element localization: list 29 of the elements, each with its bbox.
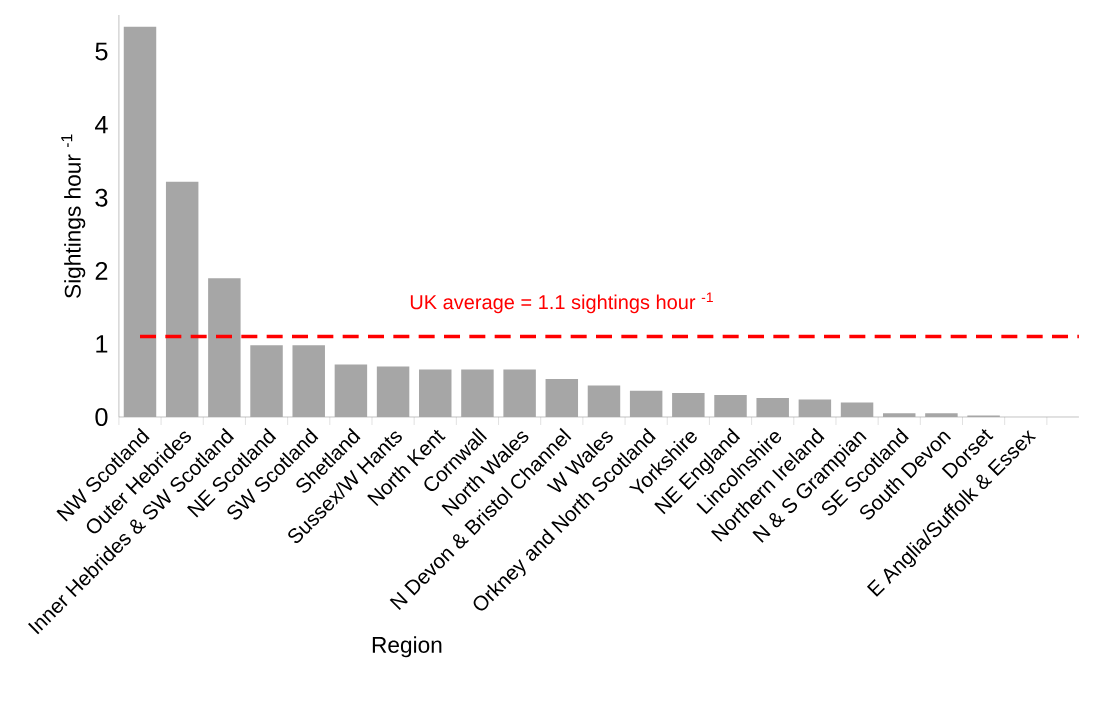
- bar: [123, 26, 157, 417]
- bar: [250, 345, 283, 417]
- y-tick-label: 0: [95, 408, 108, 426]
- bar: [882, 413, 916, 417]
- y-tick-label: 3: [95, 188, 108, 207]
- bar: [545, 378, 579, 417]
- bar: [840, 402, 874, 417]
- bar: [376, 366, 410, 417]
- bar: [756, 398, 789, 417]
- bar: [334, 364, 368, 417]
- ref-line-label: UK average = 1.1 sightings hour $^{-1}$: [410, 292, 713, 314]
- bar: [419, 369, 452, 417]
- y-tick-label: 5: [95, 42, 108, 61]
- bar: [587, 385, 621, 417]
- bar: [208, 278, 241, 417]
- y-tick-label: 1: [96, 335, 108, 353]
- y-tick-label: 2: [95, 261, 108, 280]
- bar: [165, 181, 199, 417]
- bar: [798, 399, 832, 417]
- bar: [925, 413, 958, 417]
- bar: [503, 369, 536, 417]
- bar: [292, 345, 325, 417]
- bar: [629, 390, 663, 417]
- y-tick-label: 4: [95, 115, 108, 134]
- bar: [714, 395, 747, 417]
- bar: [672, 392, 705, 417]
- bar: [461, 369, 494, 417]
- y-axis-title: Sightings hour $^{-1}$: [61, 134, 86, 298]
- x-axis-title: Region: [372, 636, 442, 658]
